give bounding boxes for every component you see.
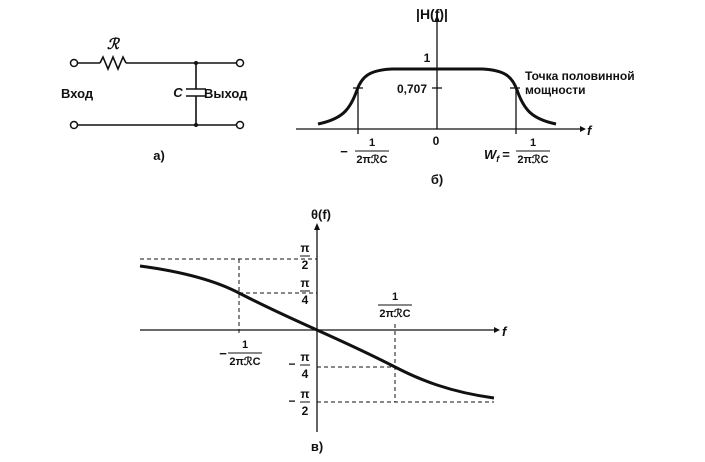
pi-quarter-neg-minus: −	[288, 357, 295, 371]
magnitude-y-axis-label: |H(f)|	[416, 6, 448, 22]
phase-neg-cutoff-den: 2πℛC	[229, 356, 260, 368]
phase-y-arrow	[314, 223, 320, 230]
resistor	[99, 54, 127, 72]
circuit-caption: а)	[153, 148, 165, 163]
magnitude-y-arrow	[434, 15, 440, 22]
phase-x-axis-label: f	[502, 324, 508, 339]
rc-circuit: ℛ C Вход Выход а)	[61, 36, 248, 163]
phase-x-arrow	[494, 327, 500, 333]
pi-half-neg-den: 2	[302, 404, 309, 418]
level-0707-label: 0,707	[397, 82, 427, 96]
junction-dot-top	[194, 61, 198, 65]
pos-cutoff-num: 1	[530, 137, 536, 149]
neg-cutoff-minus: −	[340, 144, 348, 159]
phase-neg-cutoff-minus: −	[219, 346, 227, 361]
input-label: Вход	[61, 86, 94, 101]
neg-cutoff-den: 2πℛC	[356, 154, 387, 166]
pi-quarter-pos-den: 4	[302, 293, 309, 307]
pi-half-neg-num: π	[300, 387, 309, 401]
phase-plot: θ(f) f π 2 π 4 − π 4 − π 2 − 1 2πℛC 1 2π…	[139, 207, 508, 454]
phase-pos-cutoff-num: 1	[392, 291, 398, 303]
pi-quarter-pos-num: π	[300, 276, 309, 290]
output-terminal-bottom	[235, 120, 245, 130]
pi-half-pos-den: 2	[302, 258, 309, 272]
input-terminal-bottom	[69, 120, 79, 130]
magnitude-plot: |H(f)| f 1 0,707 0 − 1 2πℛC Wf = 1 2πℛC Т…	[296, 6, 635, 187]
level-1-label: 1	[424, 51, 431, 65]
phase-curve	[139, 264, 495, 400]
pi-half-neg-minus: −	[288, 394, 295, 408]
magnitude-x-arrow	[580, 126, 586, 132]
phase-y-axis-label: θ(f)	[311, 207, 331, 222]
phase-pos-cutoff-den: 2πℛC	[379, 308, 410, 320]
pi-quarter-neg-num: π	[300, 350, 309, 364]
magnitude-x-axis-label: f	[587, 123, 593, 138]
origin-label: 0	[433, 134, 440, 148]
resistor-label: ℛ	[107, 36, 121, 53]
junction-dot-bottom	[194, 123, 198, 127]
output-label: Выход	[204, 86, 248, 101]
magnitude-caption: б)	[431, 172, 443, 187]
half-power-label-line1: Точка половинной	[525, 69, 635, 83]
input-terminal-top	[69, 58, 79, 68]
phase-caption: в)	[311, 439, 323, 454]
half-power-label-line2: мощности	[525, 83, 586, 97]
phase-neg-cutoff-num: 1	[242, 339, 248, 351]
pos-cutoff-den: 2πℛC	[517, 154, 548, 166]
wf-label: Wf =	[484, 147, 510, 164]
neg-cutoff-num: 1	[369, 137, 375, 149]
pi-half-pos-num: π	[300, 241, 309, 255]
pi-quarter-neg-den: 4	[302, 367, 309, 381]
capacitor-label: C	[173, 85, 183, 100]
output-terminal-top	[235, 58, 245, 68]
